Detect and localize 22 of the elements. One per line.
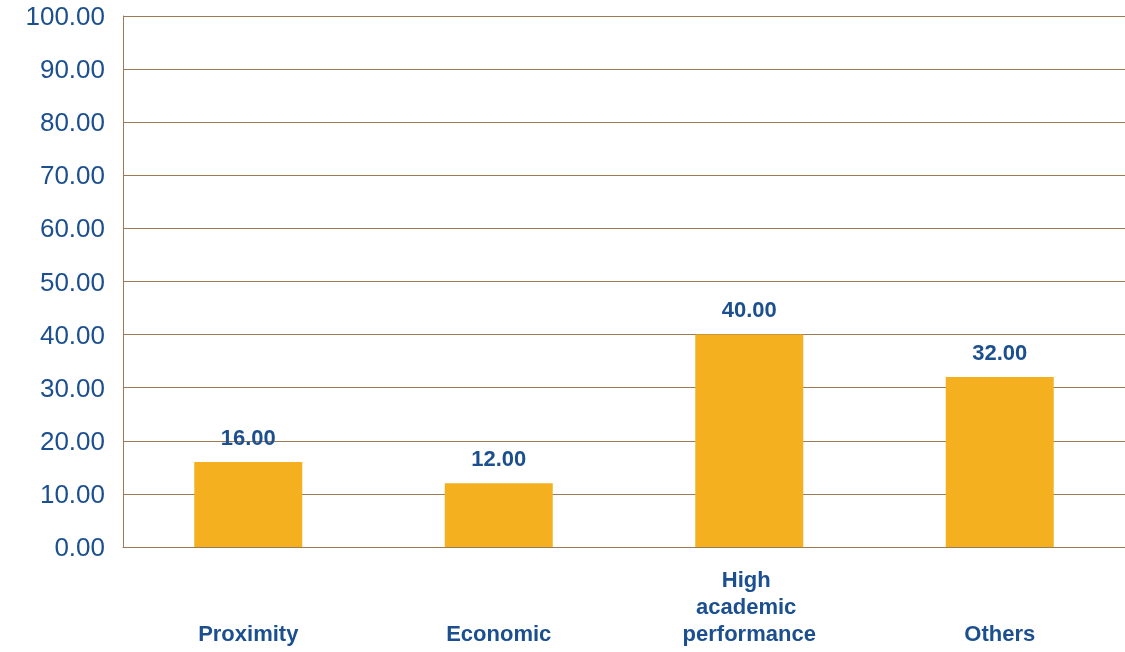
x-tick-label: High academic performance [682,567,816,646]
bar [444,483,553,547]
y-tick-label: 0.00 [54,532,105,562]
bar [945,377,1054,547]
bar [695,334,804,547]
data-label: 32.00 [972,339,1028,365]
y-tick-label: 30.00 [39,372,105,403]
y-tick-label: 80.00 [39,107,105,138]
y-tick-label: 40.00 [39,319,105,350]
x-tick-label: Economic [446,621,552,646]
y-tick-label: 70.00 [39,160,105,191]
y-tick-label: 100.00 [25,1,105,31]
data-label: 12.00 [471,445,527,471]
data-label: 40.00 [721,297,777,323]
y-tick-label: 60.00 [39,213,105,244]
y-tick-label: 20.00 [39,425,105,456]
x-tick-label: Others [964,621,1036,646]
bar [194,462,303,547]
y-tick-label: 90.00 [39,54,105,85]
y-tick-label: 10.00 [39,478,105,509]
y-tick-label: 50.00 [39,266,105,297]
x-tick-label: Proximity [198,621,300,646]
